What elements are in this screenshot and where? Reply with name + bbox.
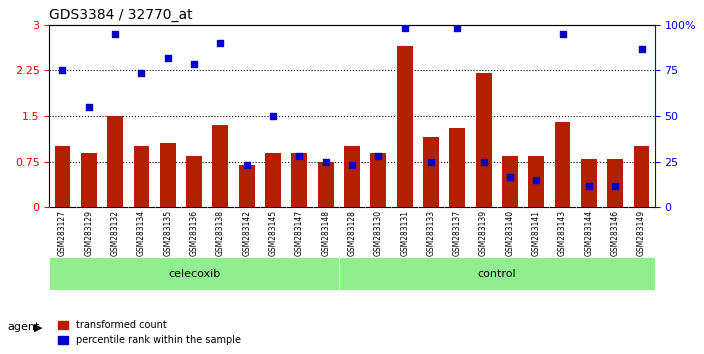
Point [109,31,120,37]
Text: ▶: ▶ [34,322,42,332]
Text: GSM283131: GSM283131 [400,210,409,256]
Bar [581,159,597,207]
Point [268,113,279,119]
Text: GSM283142: GSM283142 [242,210,251,256]
Bar [107,116,123,207]
Bar [160,143,175,207]
Bar [608,159,623,207]
Text: agent: agent [7,322,39,332]
Point [584,183,595,189]
Point [320,159,332,165]
Bar [476,73,491,207]
Text: GSM283145: GSM283145 [268,210,277,256]
Bar [213,125,228,207]
Text: GSM283143: GSM283143 [558,210,567,256]
Point [241,162,252,167]
Bar [555,122,570,207]
Point [215,40,226,46]
Bar [318,162,334,207]
Text: GSM283148: GSM283148 [321,210,330,256]
Legend: transformed count, percentile rank within the sample: transformed count, percentile rank withi… [54,316,244,349]
Point [425,159,436,165]
Point [399,25,410,31]
Point [162,56,173,61]
Bar [397,46,413,207]
Point [610,183,621,189]
Text: GSM283134: GSM283134 [137,210,146,256]
Point [372,153,384,159]
Text: celecoxib: celecoxib [168,269,220,279]
Bar [291,153,307,207]
Point [83,104,94,110]
Text: GSM283137: GSM283137 [453,210,462,256]
Point [136,70,147,76]
Bar [239,165,255,207]
Point [294,153,305,159]
Bar [134,147,149,207]
Point [504,174,515,180]
Point [557,31,568,37]
Text: GSM283135: GSM283135 [163,210,172,256]
Text: control: control [477,269,516,279]
Text: GSM283146: GSM283146 [611,210,620,256]
Text: GSM283139: GSM283139 [479,210,488,256]
Text: GSM283136: GSM283136 [189,210,199,256]
Text: GSM283144: GSM283144 [584,210,593,256]
Text: GSM283128: GSM283128 [348,210,356,256]
Bar [634,147,650,207]
Text: GSM283149: GSM283149 [637,210,646,256]
Text: GSM283141: GSM283141 [532,210,541,256]
Point [478,159,489,165]
Text: GSM283147: GSM283147 [295,210,304,256]
FancyBboxPatch shape [339,257,655,290]
Point [57,68,68,73]
Bar [265,153,281,207]
Bar [186,156,202,207]
Bar [423,137,439,207]
Point [346,162,358,167]
Text: GSM283138: GSM283138 [216,210,225,256]
Text: GSM283133: GSM283133 [427,210,436,256]
Bar [529,156,544,207]
Text: GDS3384 / 32770_at: GDS3384 / 32770_at [49,8,193,22]
Point [452,25,463,31]
Point [189,62,200,67]
Bar [370,153,386,207]
Bar [344,147,360,207]
Bar [449,128,465,207]
Point [531,177,542,183]
Text: GSM283132: GSM283132 [111,210,120,256]
Text: GSM283130: GSM283130 [374,210,383,256]
Bar [81,153,96,207]
Text: GSM283129: GSM283129 [84,210,93,256]
Bar [54,147,70,207]
Text: GSM283140: GSM283140 [505,210,515,256]
Bar [502,156,518,207]
Point [636,46,647,52]
FancyBboxPatch shape [49,257,339,290]
Text: GSM283127: GSM283127 [58,210,67,256]
